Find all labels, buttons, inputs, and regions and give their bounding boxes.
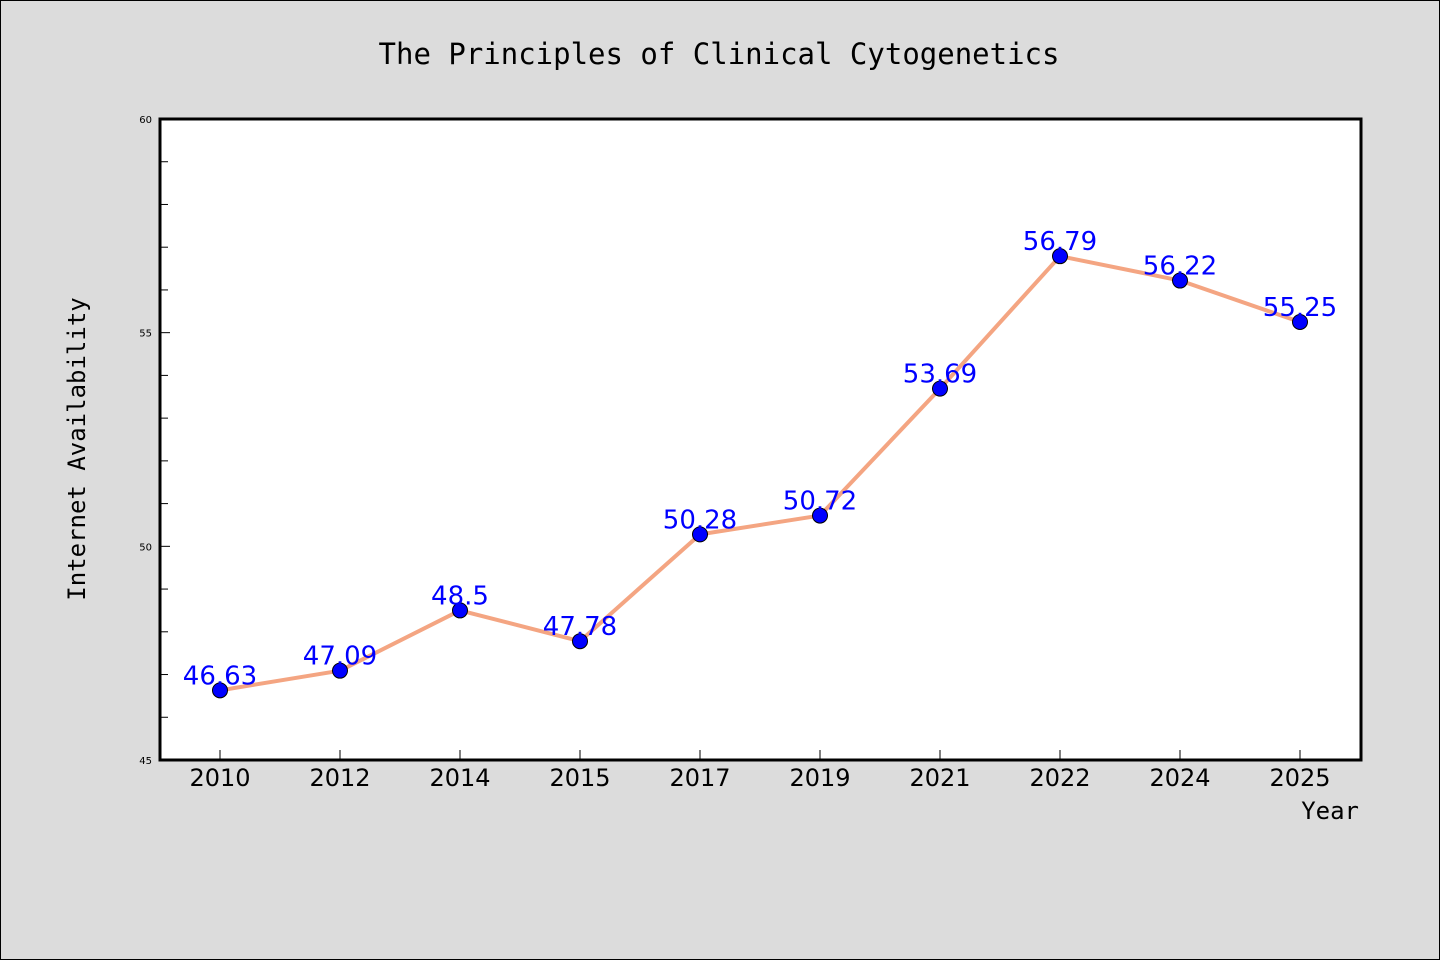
data-point — [812, 507, 828, 524]
series-line-group — [218, 254, 1302, 693]
data-label: 46.63 — [183, 661, 257, 691]
x-tick-label: 2015 — [549, 764, 610, 792]
y-tick-label: 45 — [139, 756, 152, 767]
data-point — [212, 682, 228, 699]
x-tick-label: 2024 — [1149, 764, 1210, 792]
data-point — [1052, 248, 1068, 265]
x-axis-ticks: 2010 2012 2014 2015 2017 2019 2021 2022 2024 2025 — [189, 750, 1331, 792]
plot-area — [160, 119, 1361, 760]
plot-frame — [158, 117, 1363, 762]
x-tick-label: 2012 — [309, 764, 370, 792]
x-tick-label: 2019 — [789, 764, 850, 792]
data-label: 47.78 — [543, 612, 617, 642]
y-axis-label: Internet Availability — [63, 297, 91, 600]
data-point — [572, 633, 588, 650]
data-point — [332, 662, 348, 679]
data-point — [1172, 272, 1188, 289]
data-label: 56.22 — [1143, 252, 1217, 282]
x-tick-label: 2025 — [1269, 764, 1330, 792]
y-tick-label: 55 — [139, 329, 152, 340]
x-axis-label: Year — [1301, 797, 1359, 825]
data-label: 50.28 — [663, 505, 737, 535]
data-label: 53.69 — [903, 360, 977, 390]
data-label: 47.09 — [303, 642, 377, 672]
data-label: 50.72 — [783, 487, 857, 517]
series-line — [218, 254, 1302, 693]
chart-title: The Principles of Clinical Cytogenetics — [379, 37, 1060, 71]
y-tick-label: 50 — [139, 542, 152, 553]
data-labels: 46.63 47.09 48.5 47.78 50.28 50.72 53.69 56.79 5… — [183, 227, 1337, 691]
data-label: 55.25 — [1263, 293, 1337, 323]
data-point — [1292, 313, 1308, 330]
series-markers — [212, 248, 1308, 699]
x-tick-label: 2022 — [1029, 764, 1090, 792]
x-tick-label: 2010 — [189, 764, 250, 792]
data-point — [692, 526, 708, 543]
data-point — [452, 602, 468, 619]
data-label: 56.79 — [1023, 227, 1097, 257]
data-point — [932, 380, 948, 397]
x-tick-label: 2017 — [669, 764, 730, 792]
x-tick-label: 2014 — [429, 764, 490, 792]
y-tick-label: 60 — [139, 115, 152, 126]
x-tick-label: 2021 — [909, 764, 970, 792]
data-label: 48.5 — [431, 581, 489, 611]
